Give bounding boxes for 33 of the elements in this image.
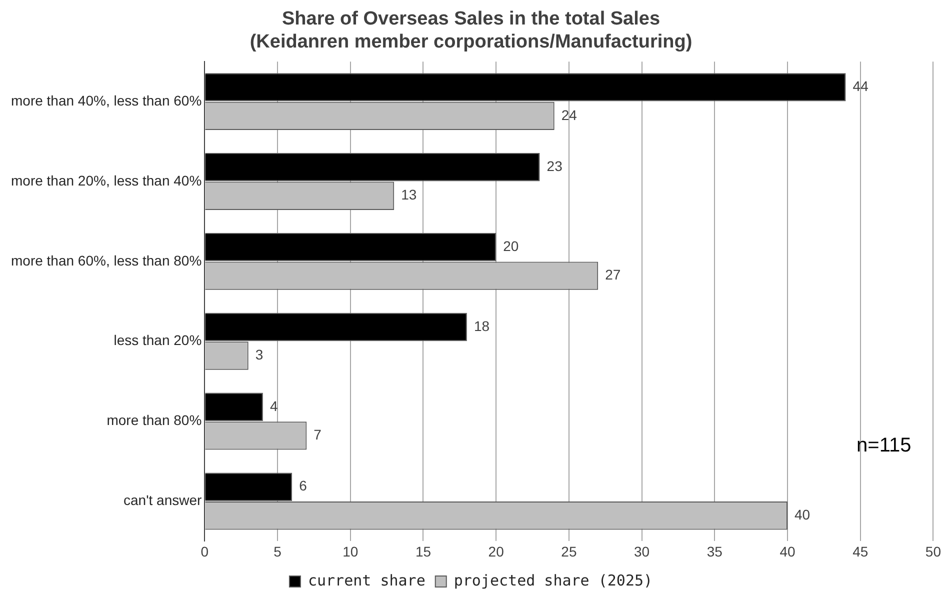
- data-label: 4: [270, 398, 278, 414]
- data-label: 3: [255, 346, 264, 363]
- y-tick-label: more than 80%: [106, 412, 202, 428]
- y-tick-label: more than 40%, less than 60%: [10, 92, 202, 108]
- data-label: 40: [794, 506, 810, 522]
- legend-label: current share: [308, 571, 426, 590]
- y-tick-label: more than 20%, less than 40%: [10, 172, 202, 188]
- x-tick-label: 35: [706, 543, 723, 560]
- data-label: 23: [546, 158, 563, 174]
- data-label: 7: [314, 426, 322, 443]
- data-label: 20: [503, 238, 519, 254]
- x-tick-label: 5: [274, 543, 282, 560]
- y-tick-label: more than 60%, less than 80%: [10, 252, 202, 268]
- data-label: 13: [401, 186, 417, 203]
- x-tick-label: 10: [342, 543, 358, 560]
- x-tick-label: 25: [561, 543, 577, 560]
- data-label: 27: [605, 266, 621, 283]
- data-label: 6: [299, 478, 308, 494]
- x-tick-label: 30: [634, 543, 650, 560]
- annotation: n=115: [856, 434, 912, 457]
- y-tick-label: less than 20%: [114, 332, 202, 348]
- legend-label: projected share (2025): [454, 571, 653, 590]
- data-label: 24: [561, 106, 578, 123]
- x-tick-label: 15: [415, 543, 432, 560]
- data-label: 18: [474, 318, 490, 334]
- x-tick-label: 0: [200, 543, 209, 560]
- x-tick-label: 45: [852, 543, 868, 560]
- chart-title: Share of Overseas Sales in the total Sales (Keidanren member corporations/Manufacturing): [250, 8, 692, 52]
- x-tick-label: 40: [780, 543, 796, 560]
- y-tick-label: can't answer: [124, 492, 202, 508]
- x-tick-label: 20: [488, 543, 504, 560]
- x-tick-label: 50: [925, 543, 942, 560]
- data-label: 44: [852, 78, 869, 94]
